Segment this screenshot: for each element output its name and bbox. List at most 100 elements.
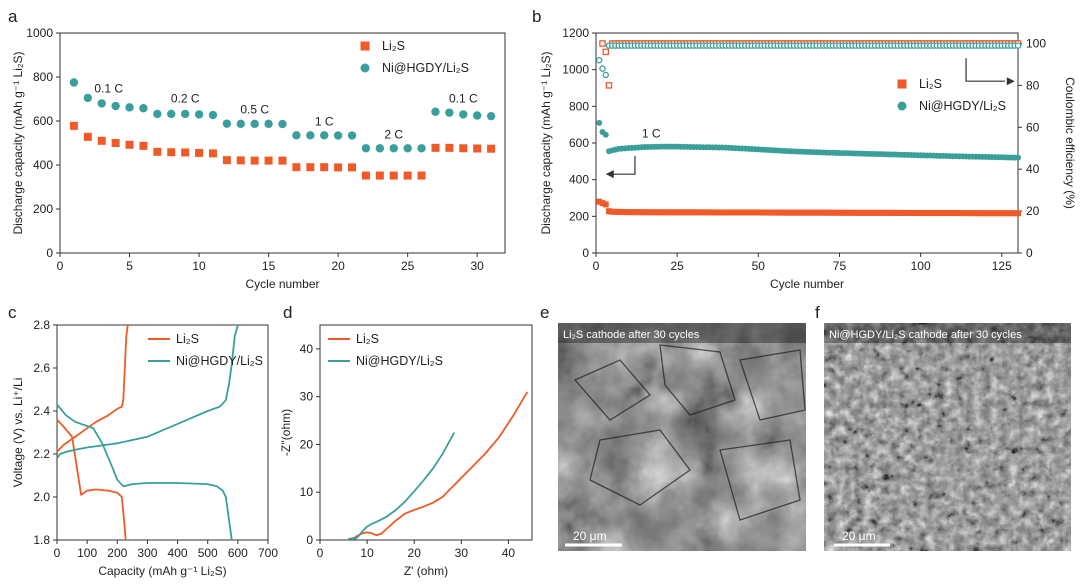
rate-label: 1 C [315, 114, 334, 128]
y-tick-label: 1200 [562, 26, 589, 40]
data-point [167, 148, 176, 157]
data-point [690, 209, 697, 216]
x-tick-label: 200 [107, 546, 127, 560]
data-point [904, 209, 911, 216]
data-point [181, 148, 190, 157]
data-point [236, 119, 245, 129]
rate-label: 0.1 C [94, 81, 123, 95]
y-tick-label: 1000 [26, 26, 53, 40]
y-tick-label: 2.4 [33, 404, 50, 418]
data-point [878, 209, 885, 216]
y-tick-label: 30 [300, 390, 314, 404]
data-point [823, 209, 830, 216]
data-point [758, 209, 765, 216]
data-point [826, 209, 833, 216]
plot-frame [595, 32, 1019, 254]
data-point [739, 209, 746, 216]
panel-label-a: a [8, 7, 18, 26]
data-point [97, 99, 106, 108]
data-point [599, 200, 606, 207]
arrow-head [605, 170, 614, 179]
x-tick-label: 30 [455, 546, 469, 560]
data-point [693, 209, 700, 216]
data-point [389, 144, 398, 153]
data-point [781, 209, 788, 216]
data-point [264, 119, 273, 129]
data-point [810, 209, 817, 216]
data-point [784, 209, 791, 216]
x-tick-label: 400 [168, 546, 188, 560]
data-point [868, 209, 875, 216]
x-axis-label: Cycle number [245, 277, 319, 291]
data-point [833, 209, 840, 216]
plot-frame [319, 324, 533, 541]
x-tick-label: 600 [228, 546, 248, 560]
data-point [459, 144, 468, 153]
data-point [615, 208, 622, 215]
data-point [599, 65, 606, 72]
data-point [804, 209, 810, 216]
chart-b-cycling-stability: 0 25 50 75 100 125020040060080010001200Cycle … [539, 26, 1077, 291]
y-tick-label: 2.6 [33, 361, 50, 375]
data-point [683, 209, 690, 216]
data-point [891, 209, 898, 216]
data-point [765, 209, 772, 216]
chart-c-voltage-profiles: 0 100 200 300 400 500 600 700 1.8 2.0 2.2 2.4 2.6 2.8… [11, 318, 278, 578]
x-tick-label: 5 [126, 259, 133, 273]
legend-swatch [360, 41, 370, 51]
y-tick-label: 2.8 [33, 318, 50, 332]
series-line [56, 403, 233, 541]
y-tick-label: 0 [306, 533, 313, 547]
x-axis-label: Capacity (mAh g⁻¹ Li₂S) [98, 564, 226, 578]
chart-d-nyquist-plot: 0 10 20 30 40 0 10 20 30 40 Z' (ohm) -Z''(ohm) Li₂S N… [279, 324, 533, 578]
data-point [875, 209, 882, 216]
series-line [348, 432, 456, 540]
data-point [943, 210, 950, 217]
y-tick-label: 2.2 [33, 447, 50, 461]
data-point [631, 209, 638, 216]
data-point [292, 131, 301, 140]
data-point [208, 110, 218, 120]
data-point [813, 209, 820, 216]
data-point [472, 111, 482, 120]
data-point [638, 209, 645, 216]
legend-label: Ni@HGDY/Li₂S [382, 61, 469, 75]
data-point [992, 210, 999, 217]
data-point [774, 209, 781, 216]
rate-label: 1 C [642, 127, 661, 141]
data-point [989, 210, 996, 217]
data-point [250, 156, 259, 165]
data-point [752, 209, 759, 216]
sem-caption-e: Li₂S cathode after 30 cycles [563, 329, 700, 341]
data-point [222, 119, 232, 128]
data-point [940, 210, 947, 217]
data-point [859, 209, 866, 216]
data-point [768, 209, 775, 216]
data-point [445, 108, 454, 117]
data-point [907, 209, 914, 216]
x-tick-label: 20 [331, 259, 345, 273]
arrow-to-left-axis [612, 155, 636, 175]
y-tick-label: 200 [33, 202, 53, 216]
panel-label-b: b [532, 7, 541, 26]
data-point [959, 210, 966, 217]
data-point [761, 209, 768, 216]
data-point [976, 210, 983, 217]
panel-label-e: e [540, 303, 549, 322]
chart-a-rate-capability: 0 5 10 15 20 25 30 0 200 400 600 800 1000 Cycle numbe… [11, 26, 506, 291]
data-point [791, 209, 798, 216]
series-line [352, 391, 529, 540]
y-tick-label: 2.0 [33, 490, 50, 504]
sem-image-f: Ni@HGDY/Li₂S cathode after 30 cycles 20 … [824, 323, 1071, 551]
y-tick-label: 400 [569, 173, 589, 187]
legend-label: Ni@HGDY/Li₂S [919, 99, 1006, 113]
data-point [278, 156, 287, 165]
data-point [602, 71, 609, 79]
y-tick-label: 600 [569, 136, 589, 150]
x-tick-label: 100 [77, 546, 97, 560]
data-point [680, 209, 687, 216]
legend-label: Li₂S [356, 332, 379, 346]
data-point [985, 210, 992, 217]
y-tick-label: 1.8 [33, 533, 50, 547]
